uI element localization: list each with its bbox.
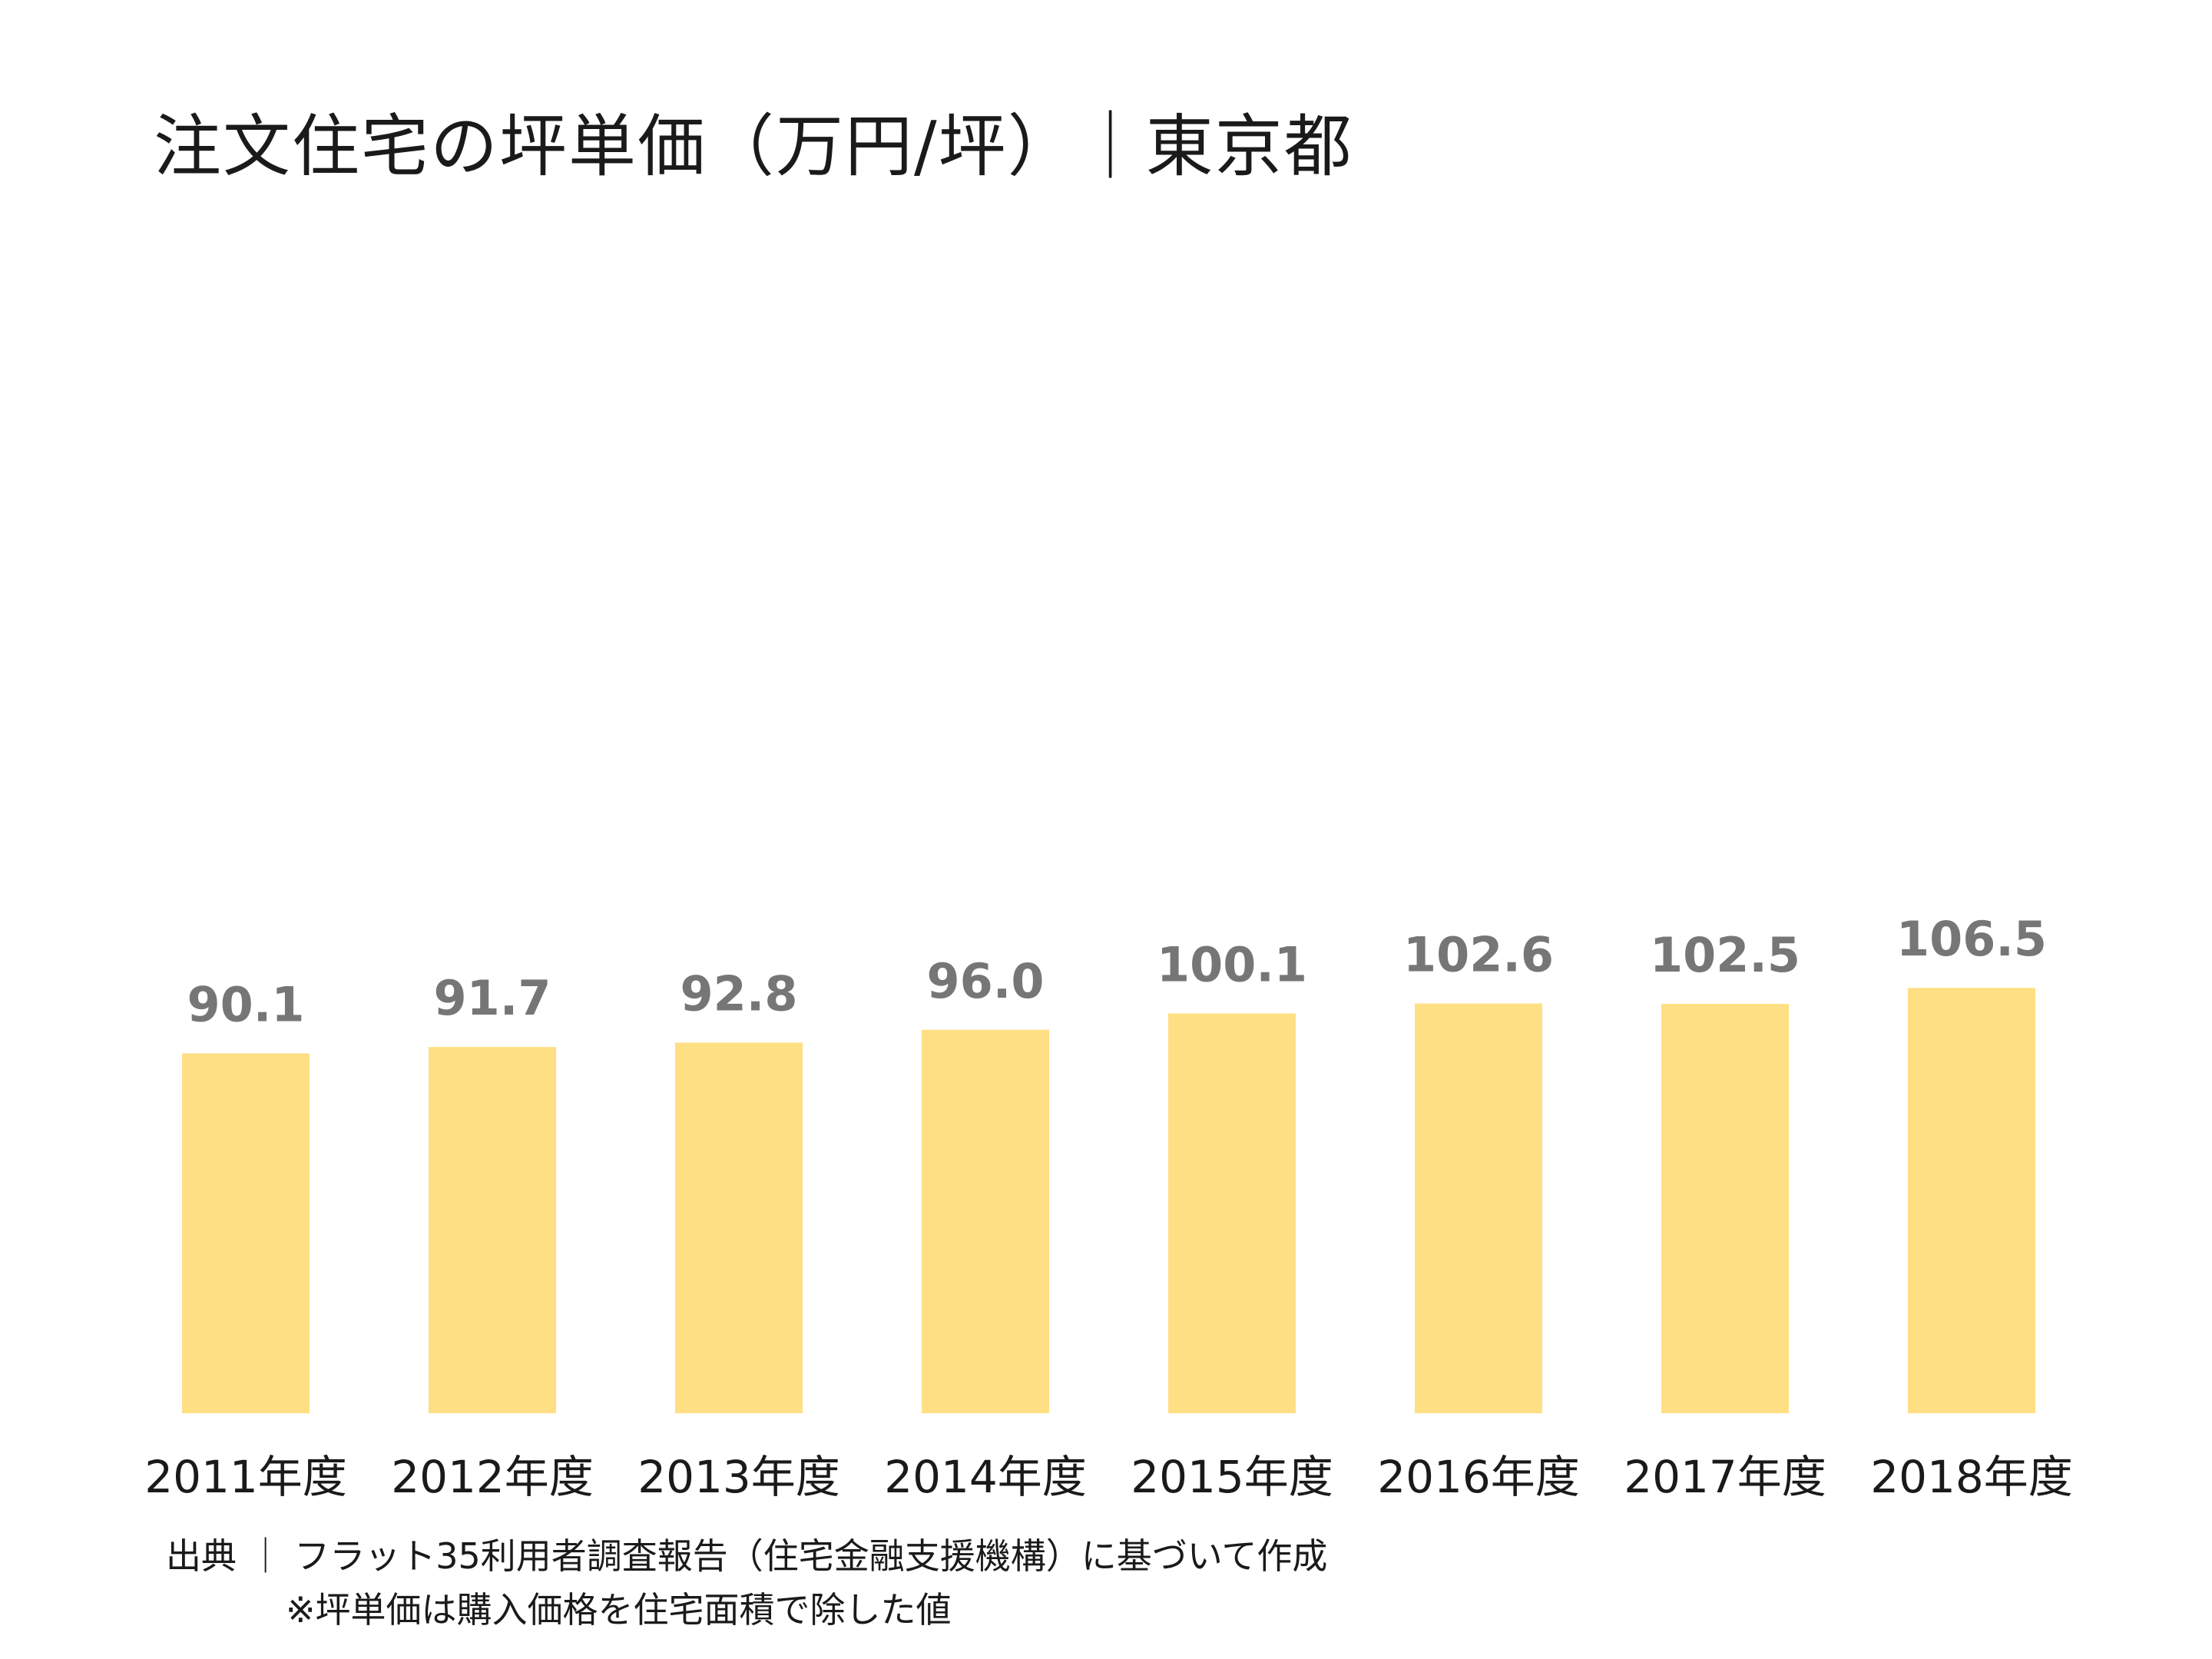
bar-2014年度 (922, 1029, 1049, 1413)
category-label: 2018年度 (1870, 1451, 2073, 1503)
category-label: 2013年度 (637, 1451, 840, 1503)
category-label: 2017年度 (1624, 1451, 1826, 1503)
bar-2018年度 (1908, 988, 2035, 1413)
category-labels-layer: 2011年度 2012年度 2013年度 2014年度 2015年度 2016年度 2017… (144, 1451, 2073, 1503)
category-label: 2016年度 (1377, 1451, 1580, 1503)
source-footnote: ※坪単価は購入価格を住宅面積で除した値 (286, 1589, 952, 1631)
category-label: 2011年度 (144, 1451, 347, 1503)
value-label: 100.1 (1157, 936, 1307, 992)
value-label: 92.8 (680, 965, 798, 1022)
category-label: 2014年度 (884, 1451, 1087, 1503)
bar-2017年度 (1661, 1004, 1789, 1413)
value-label: 90.1 (187, 976, 305, 1032)
value-label: 96.0 (927, 953, 1045, 1009)
bar-2016年度 (1415, 1003, 1542, 1413)
category-label: 2015年度 (1131, 1451, 1333, 1503)
bar-2013年度 (675, 1042, 803, 1413)
bars-layer (182, 988, 2035, 1413)
value-label: 106.5 (1896, 911, 2047, 967)
source-note: 出典 ｜ フラット35利用者調査報告（住宅金融支援機構）に基づいて作成 (166, 1535, 1328, 1577)
value-labels-layer: 90.1 91.7 92.8 96.0 100.1 102.6 102.5 106.5 (187, 911, 2048, 1032)
chart-title: 注文住宅の坪単価（万円/坪）｜東京都 (154, 107, 1353, 186)
value-label: 102.6 (1403, 926, 1554, 982)
bar-2012年度 (429, 1047, 556, 1413)
value-label: 91.7 (434, 970, 551, 1026)
category-label: 2012年度 (391, 1451, 594, 1503)
bar-2015年度 (1168, 1013, 1296, 1413)
value-label: 102.5 (1650, 927, 1800, 983)
bar-2011年度 (182, 1053, 310, 1413)
